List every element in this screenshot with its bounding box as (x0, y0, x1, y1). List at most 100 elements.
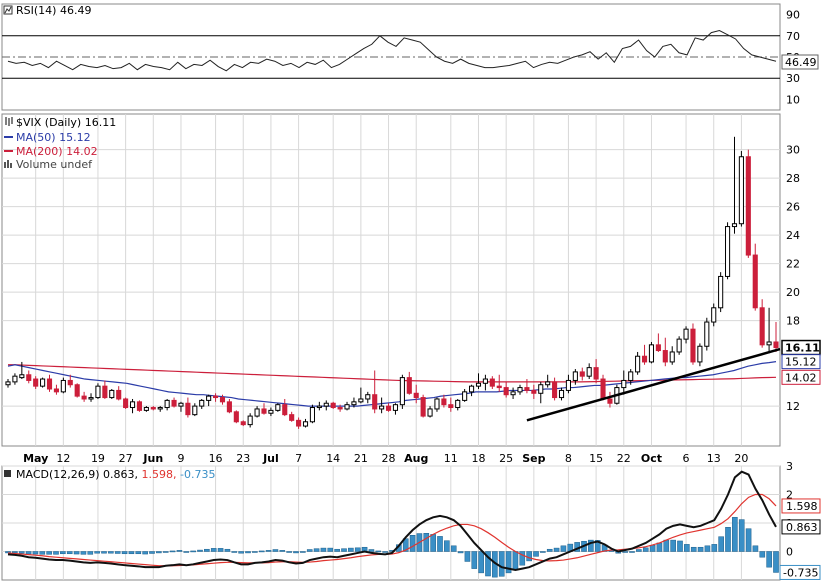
time-label-10: 14 (326, 452, 340, 465)
candle-body-25 (178, 402, 184, 407)
candle-105 (731, 136, 738, 234)
time-label-24: 20 (734, 452, 748, 465)
candle-body-54 (379, 405, 385, 410)
macd-hist-bar-16 (114, 551, 121, 554)
candle-98 (683, 326, 689, 344)
candle-body-26 (185, 402, 191, 416)
time-label-16: 25 (499, 452, 513, 465)
macd-last-tags: 1.598 0.863 -0.735 (779, 498, 821, 580)
candle-63 (441, 394, 447, 408)
candle-body-61 (427, 408, 433, 417)
candle-body-11 (81, 395, 87, 400)
candle-body-17 (123, 398, 129, 409)
candle-21 (150, 406, 156, 411)
macd-hist-bar-91 (629, 551, 635, 553)
ma200-legend-label: MA(200) 14.02 (16, 145, 98, 158)
candle-104 (725, 222, 731, 280)
macd-hist-bar-98 (677, 540, 683, 552)
ma200-value-box (781, 369, 821, 385)
candle-body-107 (745, 156, 751, 256)
candle-92 (641, 344, 648, 365)
candle-28 (199, 398, 205, 409)
macd-hist-bar-37 (258, 550, 265, 553)
candle-body-33 (233, 411, 239, 423)
candle-body-30 (213, 395, 219, 399)
candle-body-9 (67, 379, 73, 386)
macd-hist-bar-59 (409, 535, 416, 552)
candle-body-99 (690, 328, 696, 363)
candle-59 (413, 384, 419, 404)
candle-body-75 (524, 387, 530, 391)
candle-77 (538, 381, 544, 404)
time-label-9: 7 (295, 452, 302, 465)
macd-hist-bar-68 (471, 551, 478, 569)
macd-hist-bar-61 (423, 533, 430, 552)
time-label-12: 28 (382, 452, 396, 465)
candle-50 (351, 397, 357, 408)
candle-body-85 (593, 367, 599, 380)
candle-89 (621, 370, 627, 395)
candle-body-47 (330, 402, 336, 409)
price-panel: 30 28 26 24 22 20 18 12 $VIX (Daily) 16.11 MA(5… (1, 113, 821, 465)
candle-body-98 (683, 328, 689, 340)
candle-body-91 (635, 355, 641, 373)
macd-hist-bar-103 (711, 544, 718, 552)
ma50-line (7, 361, 777, 407)
macd-hist-bar-22 (156, 551, 162, 554)
macd-hist-bar-7 (53, 551, 59, 555)
macd-hist-bar-35 (245, 551, 251, 554)
candle-body-77 (538, 384, 544, 394)
price-tick-5: 20 (786, 286, 800, 299)
macd-hist-bar-107 (738, 519, 745, 552)
macd-hist-bar-4 (32, 551, 39, 555)
rsi-panel: 9070503010 46.49 RSI(14) 46.49 (1, 3, 819, 111)
candle-body-20 (143, 407, 149, 411)
candle-58 (406, 371, 412, 395)
candle-body-89 (621, 379, 627, 389)
candle-27 (192, 403, 198, 417)
candle-23 (164, 398, 170, 411)
price-legend: $VIX (Daily) 16.11 MA(50) 15.12 MA(200) … (4, 116, 116, 171)
candle-body-111 (773, 341, 779, 349)
candle-body-13 (95, 385, 101, 399)
candle-39 (275, 403, 281, 412)
price-panel-frame (1, 113, 781, 447)
macd-hist-bar-64 (444, 540, 450, 552)
candle-47 (330, 401, 336, 409)
rsi-legend: RSI(14) 46.49 (3, 4, 91, 17)
candle-30 (213, 393, 219, 402)
macd-hist-bar-41 (286, 551, 292, 553)
price-tick-2: 26 (786, 201, 800, 214)
macd-hist-bar-70 (485, 551, 491, 577)
macd-hist-bar-26 (183, 551, 190, 553)
candle-68 (475, 373, 482, 390)
macd-hist-bar-23 (162, 551, 169, 553)
candle-body-110 (766, 341, 772, 346)
macd-hist-bar-100 (690, 546, 697, 552)
candle-70 (489, 376, 495, 390)
candle-45 (316, 401, 322, 411)
macd-chart-icon (4, 470, 11, 477)
candle-1 (12, 373, 18, 385)
macd-hist-bar-6 (46, 551, 52, 555)
candle-body-49 (344, 404, 350, 410)
candle-33 (233, 410, 239, 424)
macd-hist-bar-111 (766, 551, 772, 568)
price-gridlines (2, 149, 780, 407)
macd-hist-bar-47 (327, 547, 334, 552)
candle-6 (46, 374, 53, 392)
candle-7 (53, 384, 59, 395)
ma200-value: 14.02 (785, 371, 817, 384)
macd-hist-bar-42 (293, 551, 299, 554)
macd-hist-bar-112 (773, 551, 779, 573)
time-label-14: 11 (444, 452, 458, 465)
support-trendline (526, 347, 781, 422)
macd-hist-bar-10 (73, 551, 80, 555)
macd-hist-bar-48 (334, 548, 340, 552)
candle-111 (773, 322, 779, 352)
candle-84 (586, 363, 592, 380)
macd-hist-bar-40 (279, 550, 286, 552)
candle-24 (171, 397, 177, 408)
candle-body-42 (296, 419, 302, 427)
candle-72 (503, 381, 509, 398)
